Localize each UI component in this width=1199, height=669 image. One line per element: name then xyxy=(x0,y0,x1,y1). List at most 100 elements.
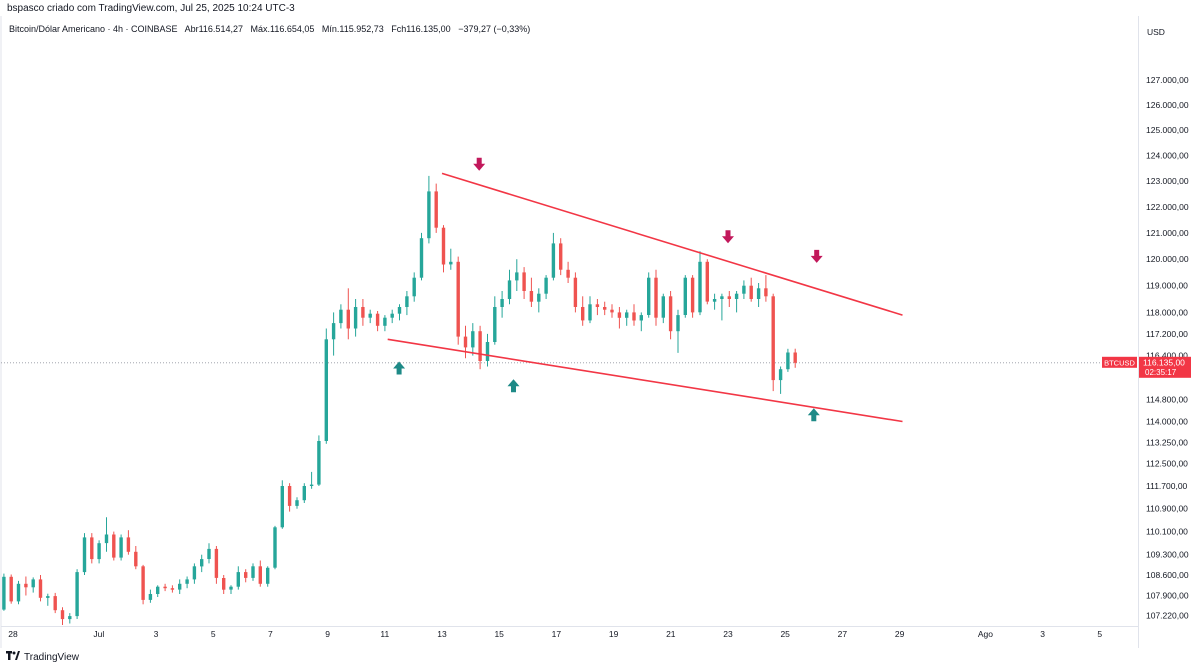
candle-body xyxy=(727,296,731,299)
candle-body xyxy=(156,586,160,594)
candle xyxy=(522,267,526,299)
candle xyxy=(778,366,783,394)
candle xyxy=(654,269,658,326)
candle-body xyxy=(493,307,497,342)
candle-body xyxy=(690,277,695,313)
candle-body xyxy=(668,296,673,332)
trendline-resistance[interactable] xyxy=(441,172,903,316)
candle xyxy=(603,301,607,316)
candle xyxy=(734,291,739,313)
candle xyxy=(368,309,372,324)
candle-body xyxy=(244,572,248,578)
candle xyxy=(507,269,512,305)
candle-body xyxy=(764,288,768,297)
x-tick-label: 7 xyxy=(268,629,273,639)
candle-body xyxy=(361,307,365,318)
candle xyxy=(793,348,797,368)
y-tick-label: 125.000,00 xyxy=(1146,125,1189,135)
candle-body xyxy=(287,486,292,506)
candle xyxy=(200,554,204,573)
candle xyxy=(90,533,94,564)
candle-body xyxy=(610,309,614,313)
candle-body xyxy=(104,534,109,544)
candle-body xyxy=(324,339,328,441)
candle-body xyxy=(427,191,431,239)
candle xyxy=(639,312,643,332)
legend-close: Fch116.135,00 xyxy=(391,24,451,34)
x-tick-label: 3 xyxy=(154,629,159,639)
price-tag-value: 116.135,00 xyxy=(1143,357,1185,367)
candle xyxy=(156,585,160,597)
candle xyxy=(456,256,460,345)
candle-body xyxy=(478,331,482,361)
candle xyxy=(97,540,101,564)
candle-body xyxy=(68,616,72,620)
trendline-support[interactable] xyxy=(387,338,903,423)
candle xyxy=(493,296,497,345)
candle-body xyxy=(581,307,585,321)
legend-symbol[interactable]: Bitcoin/Dólar Americano · 4h · COINBASE xyxy=(9,24,178,34)
price-axis[interactable]: USD 127.000,00 126.000,00 125.000,00 124.00… xyxy=(1146,27,1189,621)
candle xyxy=(229,585,233,594)
candle xyxy=(258,560,262,587)
y-tick-label: 108.600,00 xyxy=(1146,570,1189,580)
candle xyxy=(764,275,768,302)
plot-area[interactable] xyxy=(0,16,1139,648)
footer-brand[interactable]: TradingView xyxy=(24,651,80,663)
y-tick-label: 110.100,00 xyxy=(1146,527,1188,537)
candle xyxy=(544,275,548,299)
candle xyxy=(46,593,50,606)
x-tick-label: 17 xyxy=(552,629,562,639)
candle xyxy=(515,259,519,291)
candle xyxy=(500,291,504,318)
time-axis[interactable]: 28 Jul 3 5 7 9 11 13 15 17 19 21 23 25 27 29 Ago 3 5 xyxy=(8,629,1102,639)
y-tick-label: 127.000,00 xyxy=(1146,75,1189,85)
y-tick-label: 111.700,00 xyxy=(1146,481,1188,491)
candle-body xyxy=(236,572,240,587)
candle xyxy=(331,312,336,356)
candle-body xyxy=(229,586,233,590)
candle-body xyxy=(266,567,270,584)
candle-body xyxy=(31,579,35,588)
y-tick-label: 107.220,00 xyxy=(1146,611,1189,621)
y-tick-label: 120.000,00 xyxy=(1146,254,1189,264)
candle-body xyxy=(544,277,548,294)
candle-body xyxy=(471,331,475,348)
candle xyxy=(163,583,167,592)
candle-body xyxy=(163,586,167,589)
candle-body xyxy=(207,548,211,559)
y-tick-label: 116.400,00 xyxy=(1146,351,1188,361)
candle xyxy=(712,293,717,310)
candle xyxy=(104,517,109,552)
candle xyxy=(632,304,636,326)
candle xyxy=(185,576,189,589)
candle-body xyxy=(463,336,468,348)
y-tick-label: 110.900,00 xyxy=(1146,504,1188,514)
candle-body xyxy=(756,288,761,299)
candle xyxy=(559,238,563,276)
candle-body xyxy=(397,307,402,314)
candle-body xyxy=(778,369,783,381)
candle-body xyxy=(46,596,50,598)
candle xyxy=(412,272,416,302)
candles-group xyxy=(2,175,797,625)
x-tick-label: 27 xyxy=(838,629,848,639)
candle xyxy=(668,291,673,340)
candle xyxy=(749,277,753,302)
y-tick-label: 114.800,00 xyxy=(1146,394,1188,404)
candle-body xyxy=(112,534,116,558)
trendlines-group[interactable] xyxy=(387,172,903,423)
candle xyxy=(390,309,394,324)
tv-logo-icon[interactable] xyxy=(6,651,20,663)
x-tick-label: 19 xyxy=(609,629,619,639)
legend-open: Abr116.514,27 xyxy=(184,24,243,34)
candle-body xyxy=(515,272,519,281)
candle xyxy=(676,309,680,353)
candle xyxy=(566,261,570,283)
candle xyxy=(573,272,578,313)
candle-body xyxy=(566,269,570,278)
arrow-markers-group xyxy=(393,157,823,422)
candle xyxy=(595,299,600,316)
candle xyxy=(16,580,21,605)
